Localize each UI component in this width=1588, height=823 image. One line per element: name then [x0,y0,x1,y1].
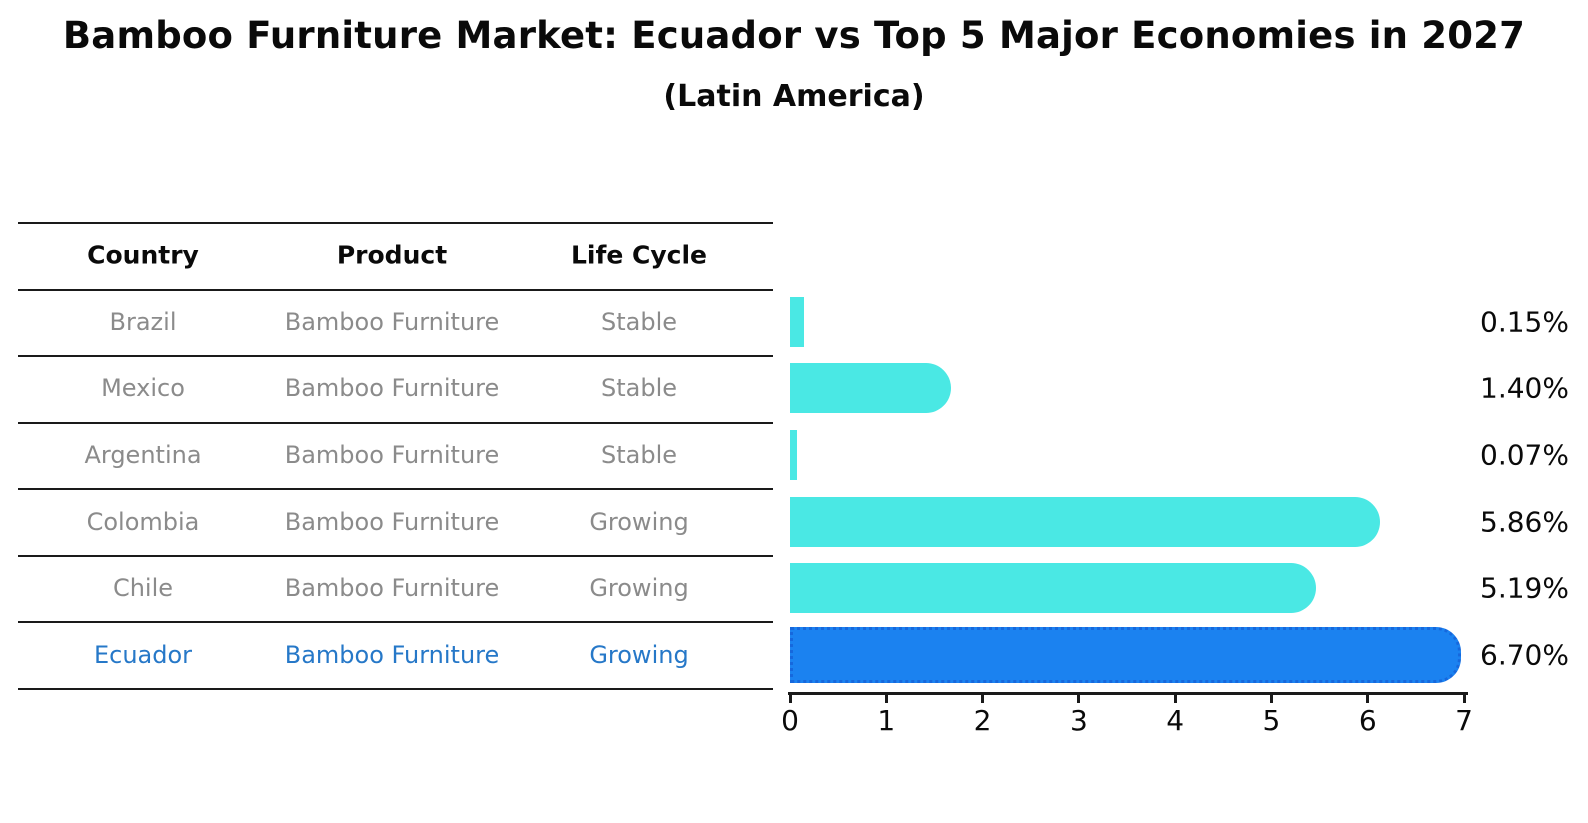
table-cell-ecuador-product: Bamboo Furniture [284,640,500,669]
x-axis-tick [1269,692,1273,703]
table-rule [18,554,773,557]
x-axis-tick [884,692,888,703]
x-axis-tick-label: 5 [1262,704,1281,737]
x-axis-tick [1462,692,1466,703]
table-rule [18,355,773,358]
x-axis-tick-label: 7 [1455,704,1473,737]
table-header-country: Country [87,240,199,270]
table-cell-chile-product: Bamboo Furniture [284,574,500,603]
bar-brazil [790,296,804,347]
x-axis-tick-label: 4 [1166,704,1185,737]
x-axis-tick-label: 0 [781,704,799,737]
table-cell-chile-country: Chile [112,574,174,603]
chart-title: Bamboo Furniture Market: Ecuador vs Top … [62,14,1526,57]
x-axis-tick [788,692,792,703]
x-axis-tick-label: 6 [1358,704,1377,737]
table-cell-colombia-lifecycle: Growing [589,507,689,536]
bar-value-label-chile: 5.19% [1480,571,1569,605]
table-cell-argentina-product: Bamboo Furniture [284,440,500,469]
table-header-life-cycle: Life Cycle [570,240,708,270]
x-axis-tick [981,692,985,703]
table-cell-mexico-lifecycle: Stable [600,374,678,403]
table-cell-ecuador-country: Ecuador [93,640,193,669]
table-cell-ecuador-lifecycle: Growing [589,640,689,669]
x-axis-tick [1077,692,1081,703]
x-axis-tick [1173,692,1177,703]
table-cell-mexico-product: Bamboo Furniture [284,374,500,403]
table-cell-brazil-product: Bamboo Furniture [284,307,500,336]
bar-value-label-brazil: 0.15% [1480,305,1569,339]
table-rule [18,687,773,690]
bar-value-label-mexico: 1.40% [1480,371,1569,405]
bar-value-label-colombia: 5.86% [1480,505,1569,539]
table-rule [18,488,773,491]
table-cell-brazil-lifecycle: Stable [600,307,678,336]
table-rule [18,288,773,291]
x-axis-line [788,692,1468,695]
bar-value-label-argentina: 0.07% [1480,438,1569,472]
table-header-product: Product [336,240,448,270]
table-rule [18,421,773,424]
chart-subtitle: (Latin America) [663,79,925,114]
table-cell-argentina-lifecycle: Stable [600,440,678,469]
table-cell-colombia-country: Colombia [86,507,200,536]
table-cell-mexico-country: Mexico [101,374,185,403]
bar-argentina [790,429,797,480]
table-cell-chile-lifecycle: Growing [589,574,689,603]
table-top-rule [18,222,773,224]
bar-mexico [790,363,951,414]
x-axis-tick-label: 2 [973,704,992,737]
bar-chile [790,563,1316,614]
x-axis-tick [1366,692,1370,703]
table-rule [18,621,773,624]
x-axis-tick-label: 3 [1069,704,1088,737]
table-cell-brazil-country: Brazil [109,307,177,336]
table-cell-colombia-product: Bamboo Furniture [284,507,500,536]
bar-ecuador [790,626,1461,683]
bar-value-label-ecuador: 6.70% [1480,638,1569,672]
x-axis-tick-label: 1 [877,704,896,737]
bar-colombia [790,496,1380,547]
table-cell-argentina-country: Argentina [84,440,202,469]
